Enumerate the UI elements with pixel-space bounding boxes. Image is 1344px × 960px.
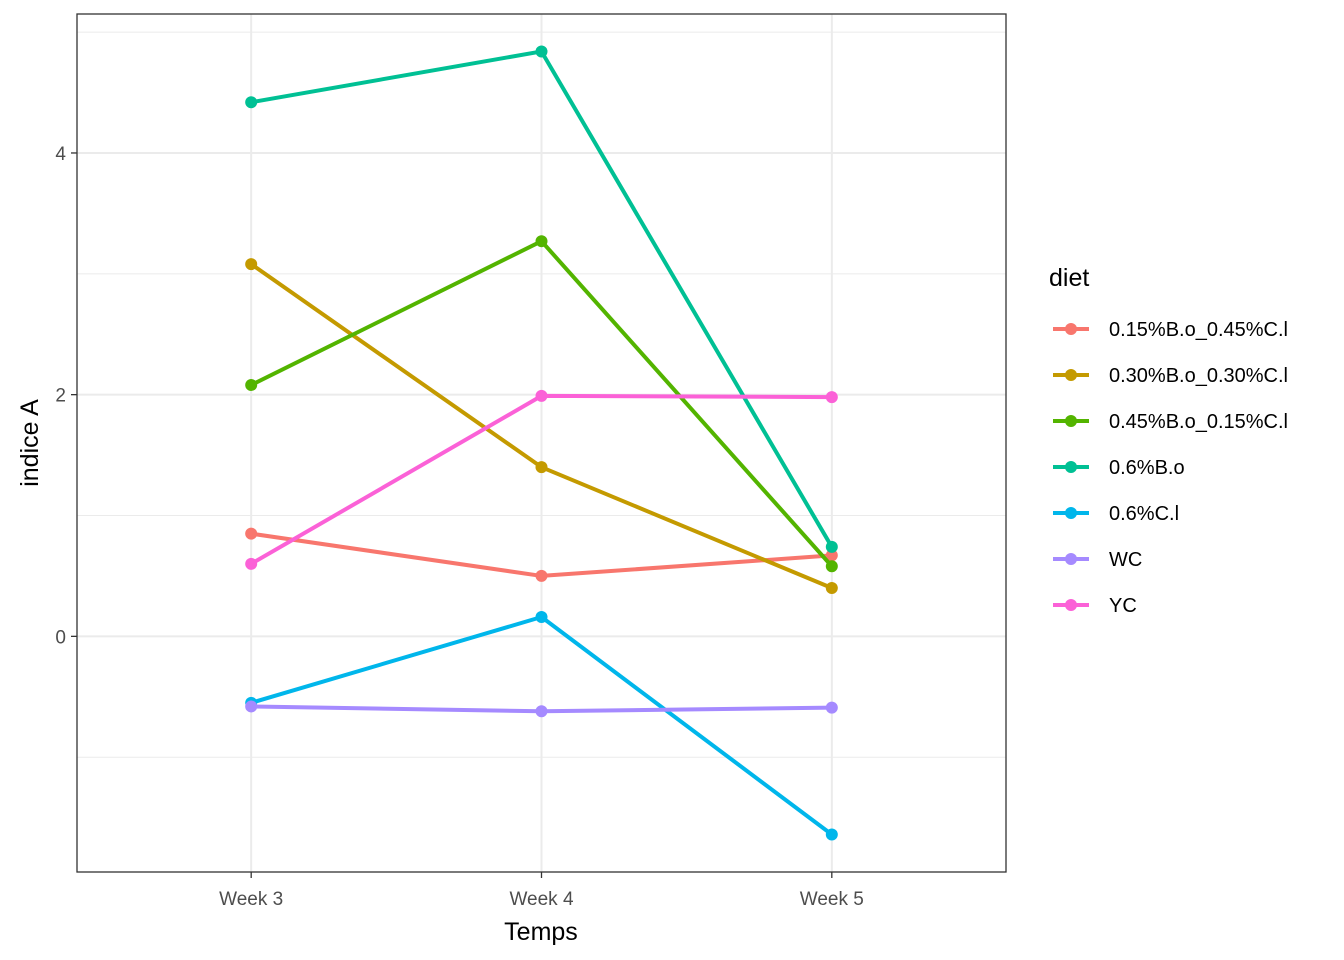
- legend-label: WC: [1109, 549, 1142, 571]
- legend-key-point: [1065, 599, 1077, 611]
- x-tick-label: Week 4: [509, 889, 574, 910]
- legend-title: diet: [1049, 264, 1089, 292]
- legend-key-point: [1065, 415, 1077, 427]
- data-point: [535, 705, 548, 718]
- legend-item: YC: [1053, 595, 1137, 617]
- y-tick-label: 2: [55, 386, 66, 407]
- legend-item: 0.6%C.l: [1053, 503, 1179, 525]
- y-axis-title: indice A: [16, 399, 44, 487]
- y-axis: 0 2 4: [55, 144, 77, 648]
- y-tick-label: 0: [55, 627, 66, 648]
- legend-item: 0.6%B.o: [1053, 457, 1185, 479]
- legend-label: 0.6%C.l: [1109, 503, 1179, 525]
- data-point: [535, 569, 548, 582]
- legend-item: 0.30%B.o_0.30%C.l: [1053, 365, 1288, 387]
- data-point: [535, 611, 548, 624]
- data-point: [535, 461, 548, 474]
- legend-label: 0.30%B.o_0.30%C.l: [1109, 365, 1288, 387]
- data-point: [245, 527, 258, 540]
- series-group: [245, 700, 838, 718]
- series-group: [245, 45, 838, 553]
- x-axis: Week 3 Week 4 Week 5: [219, 872, 864, 910]
- data-point: [825, 582, 838, 595]
- data-point: [535, 235, 548, 248]
- data-point: [245, 557, 258, 570]
- legend-key-point: [1065, 369, 1077, 381]
- legend-label: 0.45%B.o_0.15%C.l: [1109, 411, 1288, 433]
- series-group: [245, 235, 838, 573]
- data-point: [245, 96, 258, 109]
- series-layer: [245, 45, 838, 841]
- data-point: [245, 378, 258, 391]
- data-point: [825, 701, 838, 714]
- data-point: [825, 828, 838, 841]
- data-point: [825, 560, 838, 573]
- legend-item: 0.15%B.o_0.45%C.l: [1053, 319, 1288, 341]
- legend-label: 0.6%B.o: [1109, 457, 1185, 479]
- data-point: [825, 391, 838, 404]
- legend-label: YC: [1109, 595, 1137, 617]
- legend: diet 0.15%B.o_0.45%C.l 0.30%B.o_0.30%C.l 0…: [1049, 264, 1288, 617]
- data-point: [535, 45, 548, 58]
- legend-label: 0.15%B.o_0.45%C.l: [1109, 319, 1288, 341]
- x-tick-label: Week 5: [800, 889, 864, 910]
- data-point: [535, 389, 548, 402]
- legend-key-point: [1065, 461, 1077, 473]
- series-group: [245, 258, 838, 595]
- legend-key-point: [1065, 553, 1077, 565]
- legend-key-point: [1065, 507, 1077, 519]
- data-point: [245, 700, 258, 713]
- x-axis-title: Temps: [504, 918, 578, 946]
- data-point: [245, 258, 258, 271]
- legend-item: WC: [1053, 549, 1142, 571]
- legend-key-point: [1065, 323, 1077, 335]
- data-point: [825, 549, 838, 562]
- legend-item: 0.45%B.o_0.15%C.l: [1053, 411, 1288, 433]
- data-point: [825, 540, 838, 553]
- series-group: [245, 389, 838, 570]
- x-tick-label: Week 3: [219, 889, 283, 910]
- y-tick-label: 4: [55, 144, 66, 165]
- series-group: [245, 527, 838, 582]
